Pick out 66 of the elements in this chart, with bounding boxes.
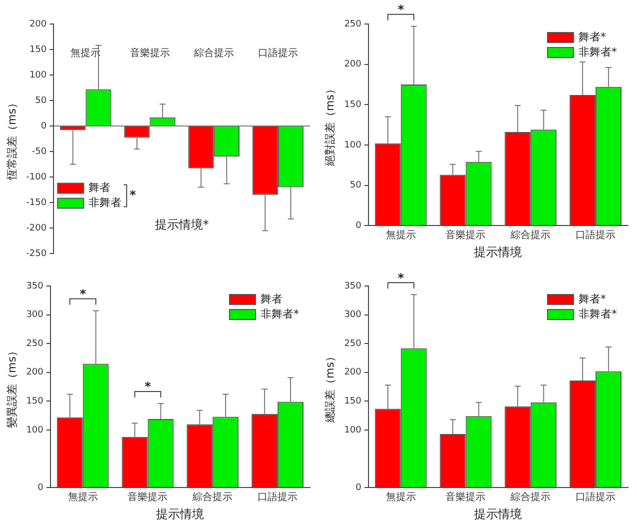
x-tick-label: 綜合提示 <box>192 47 234 60</box>
y-tick-label: 150 <box>344 396 362 407</box>
y-tick-label: -50 <box>32 146 47 157</box>
y-tick-label: -100 <box>26 172 47 182</box>
legend-label: 舞者 <box>260 292 282 306</box>
y-tick-label: 50 <box>35 96 47 106</box>
y-tick-label: 100 <box>29 70 47 80</box>
y-tick-label: 300 <box>344 310 362 320</box>
x-tick-label: 口語提示 <box>576 229 616 242</box>
y-tick-label: 100 <box>26 425 44 436</box>
y-tick-label: 0 <box>356 482 362 493</box>
x-tick-label: 音樂提示 <box>128 491 168 504</box>
x-axis-title: 提示情境 <box>156 506 204 521</box>
x-tick-label: 口語提示 <box>258 47 298 60</box>
x-tick-label: 無提示 <box>68 491 98 504</box>
y-tick-label: 200 <box>26 368 44 378</box>
y-tick-label: 350 <box>344 281 362 292</box>
legend-label: 非舞者* <box>260 307 300 320</box>
annotation: * <box>130 188 137 202</box>
x-tick-label: 口語提示 <box>258 491 298 504</box>
y-tick-label: 150 <box>26 396 44 407</box>
annotation: * <box>80 286 87 301</box>
legend-label: 舞者* <box>578 30 606 44</box>
y-tick-label: -200 <box>26 223 47 234</box>
legend-label: 非舞者* <box>578 45 618 58</box>
x-tick-label: 無提示 <box>386 491 416 504</box>
annotation: * <box>144 380 152 394</box>
y-tick-label: 200 <box>29 19 47 30</box>
y-tick-label: -250 <box>26 248 47 259</box>
legend-label: 非舞者* <box>578 307 618 320</box>
x-tick-label: 無提示 <box>386 229 416 242</box>
y-tick-label: 100 <box>344 425 362 436</box>
x-tick-label: 綜合提示 <box>192 491 233 504</box>
x-axis-title: 提示情境* <box>154 218 209 232</box>
y-tick-label: 200 <box>344 60 362 70</box>
y-axis-title: 總誤差（ms） <box>323 351 336 424</box>
y-tick-label: 250 <box>26 338 44 349</box>
legend-label: 舞者 <box>88 181 111 194</box>
text: * <box>398 2 405 17</box>
y-tick-label: -150 <box>26 198 47 208</box>
y-tick-label: 300 <box>26 310 44 320</box>
y-tick-label: 0 <box>40 121 47 132</box>
x-axis-title: 提示情境 <box>474 506 522 521</box>
y-tick-label: 100 <box>344 140 362 150</box>
y-tick-label: 200 <box>344 368 362 378</box>
y-tick-label: 50 <box>350 180 362 191</box>
x-tick-label: 口語提示 <box>576 491 616 504</box>
y-tick-label: 350 <box>26 281 44 292</box>
x-tick-label: 綜合提示 <box>510 229 551 242</box>
legend-label: 非舞者 <box>88 196 122 210</box>
x-tick-label: 音樂提示 <box>446 229 486 242</box>
y-tick-label: 0 <box>356 220 362 231</box>
x-axis-title: 提示情境 <box>474 244 522 259</box>
y-tick-label: 0 <box>38 482 44 493</box>
y-tick-label: 150 <box>29 44 47 55</box>
y-axis-title: 恆常誤差（ms） <box>5 98 18 182</box>
x-tick-label: 音樂提示 <box>130 47 170 60</box>
x-tick-label: 音樂提示 <box>446 491 486 504</box>
x-tick-label: 綜合提示 <box>510 491 551 504</box>
y-tick-label: 250 <box>344 338 362 349</box>
legend-label: 舞者* <box>578 292 606 306</box>
y-tick-label: 150 <box>344 100 362 110</box>
y-axis-title: 變異誤差（ms） <box>5 346 18 428</box>
y-axis-title: 絕對誤差（ms） <box>323 84 336 168</box>
text: * <box>398 270 405 285</box>
y-tick-label: 250 <box>344 19 362 30</box>
